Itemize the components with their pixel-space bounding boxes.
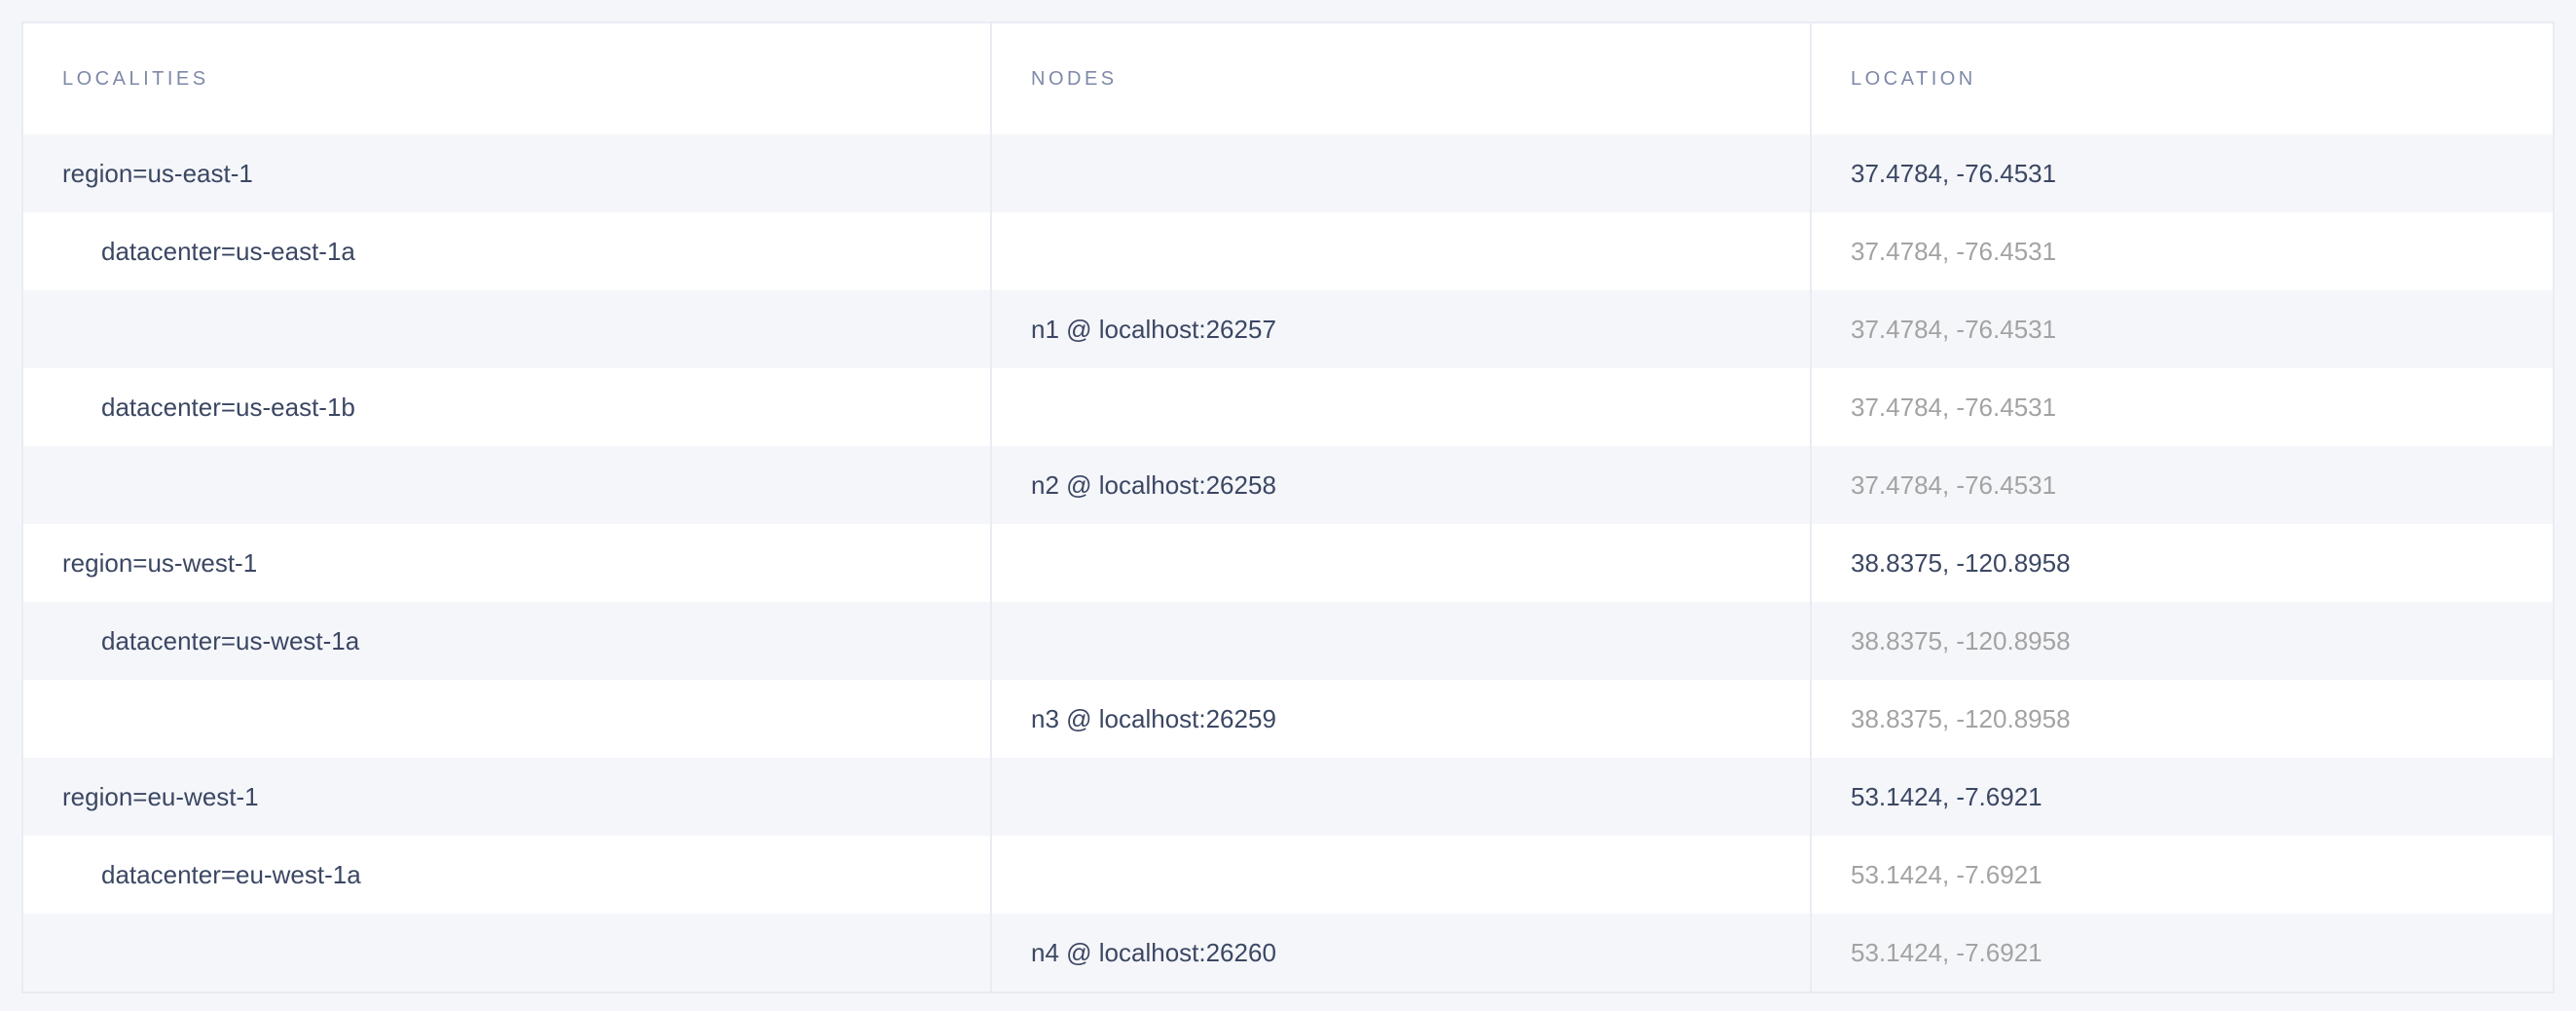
node-cell	[990, 758, 1811, 836]
table-row: datacenter=us-east-1b 37.4784, -76.4531	[23, 368, 2553, 446]
node-cell[interactable]: n4 @ localhost:26260	[990, 914, 1811, 992]
table-row: n2 @ localhost:26258 37.4784, -76.4531	[23, 446, 2553, 524]
locality-label: datacenter=us-east-1a	[101, 236, 355, 266]
node-cell[interactable]: n3 @ localhost:26259	[990, 680, 1811, 758]
table-row: region=us-west-1 38.8375, -120.8958	[23, 524, 2553, 602]
locality-cell: region=us-east-1	[23, 134, 991, 212]
node-cell[interactable]: n2 @ localhost:26258	[990, 446, 1811, 524]
locality-cell: region=us-west-1	[23, 524, 991, 602]
table-row: region=us-east-1 37.4784, -76.4531	[23, 134, 2553, 212]
locality-label: datacenter=us-east-1b	[101, 392, 355, 422]
column-header-nodes: NODES	[990, 23, 1811, 134]
location-cell: 38.8375, -120.8958	[1810, 680, 2553, 758]
table-header-row: LOCALITIES NODES LOCATION	[23, 23, 2553, 134]
table-row: datacenter=us-west-1a 38.8375, -120.8958	[23, 602, 2553, 680]
table-row: n1 @ localhost:26257 37.4784, -76.4531	[23, 290, 2553, 368]
locality-cell: region=eu-west-1	[23, 758, 991, 836]
locality-cell	[23, 680, 991, 758]
node-cell	[990, 524, 1811, 602]
locality-cell: datacenter=us-east-1b	[23, 368, 991, 446]
locality-label: datacenter=eu-west-1a	[101, 859, 361, 889]
column-header-localities: LOCALITIES	[62, 67, 209, 90]
locality-cell	[23, 446, 991, 524]
locality-cell	[23, 914, 991, 992]
table-row: datacenter=us-east-1a 37.4784, -76.4531	[23, 212, 2553, 290]
locality-cell: datacenter=us-east-1a	[23, 212, 991, 290]
node-cell	[990, 836, 1811, 914]
locality-cell	[23, 290, 991, 368]
table-row: datacenter=eu-west-1a 53.1424, -7.6921	[23, 836, 2553, 914]
location-cell: 53.1424, -7.6921	[1810, 836, 2553, 914]
location-cell: 37.4784, -76.4531	[1810, 212, 2553, 290]
locality-label: region=eu-west-1	[62, 781, 259, 811]
localities-table: LOCALITIES NODES LOCATION region=us-east…	[21, 21, 2555, 993]
location-cell: 38.8375, -120.8958	[1810, 602, 2553, 680]
location-cell: 37.4784, -76.4531	[1810, 368, 2553, 446]
table-row: region=eu-west-1 53.1424, -7.6921	[23, 758, 2553, 836]
node-cell	[990, 368, 1811, 446]
node-cell	[990, 134, 1811, 212]
location-cell: 37.4784, -76.4531	[1810, 134, 2553, 212]
location-cell: 37.4784, -76.4531	[1810, 446, 2553, 524]
node-cell[interactable]: n1 @ localhost:26257	[990, 290, 1811, 368]
location-cell: 53.1424, -7.6921	[1810, 914, 2553, 992]
location-cell: 53.1424, -7.6921	[1810, 758, 2553, 836]
location-cell: 38.8375, -120.8958	[1810, 524, 2553, 602]
table-row: n3 @ localhost:26259 38.8375, -120.8958	[23, 680, 2553, 758]
locality-label: datacenter=us-west-1a	[101, 625, 360, 655]
location-cell: 37.4784, -76.4531	[1810, 290, 2553, 368]
node-cell	[990, 212, 1811, 290]
locality-label: region=us-west-1	[62, 547, 258, 578]
column-header-location: LOCATION	[1810, 23, 2553, 134]
locality-cell: datacenter=eu-west-1a	[23, 836, 991, 914]
locality-label: region=us-east-1	[62, 158, 253, 188]
locality-cell: datacenter=us-west-1a	[23, 602, 991, 680]
node-cell	[990, 602, 1811, 680]
table-row: n4 @ localhost:26260 53.1424, -7.6921	[23, 914, 2553, 992]
